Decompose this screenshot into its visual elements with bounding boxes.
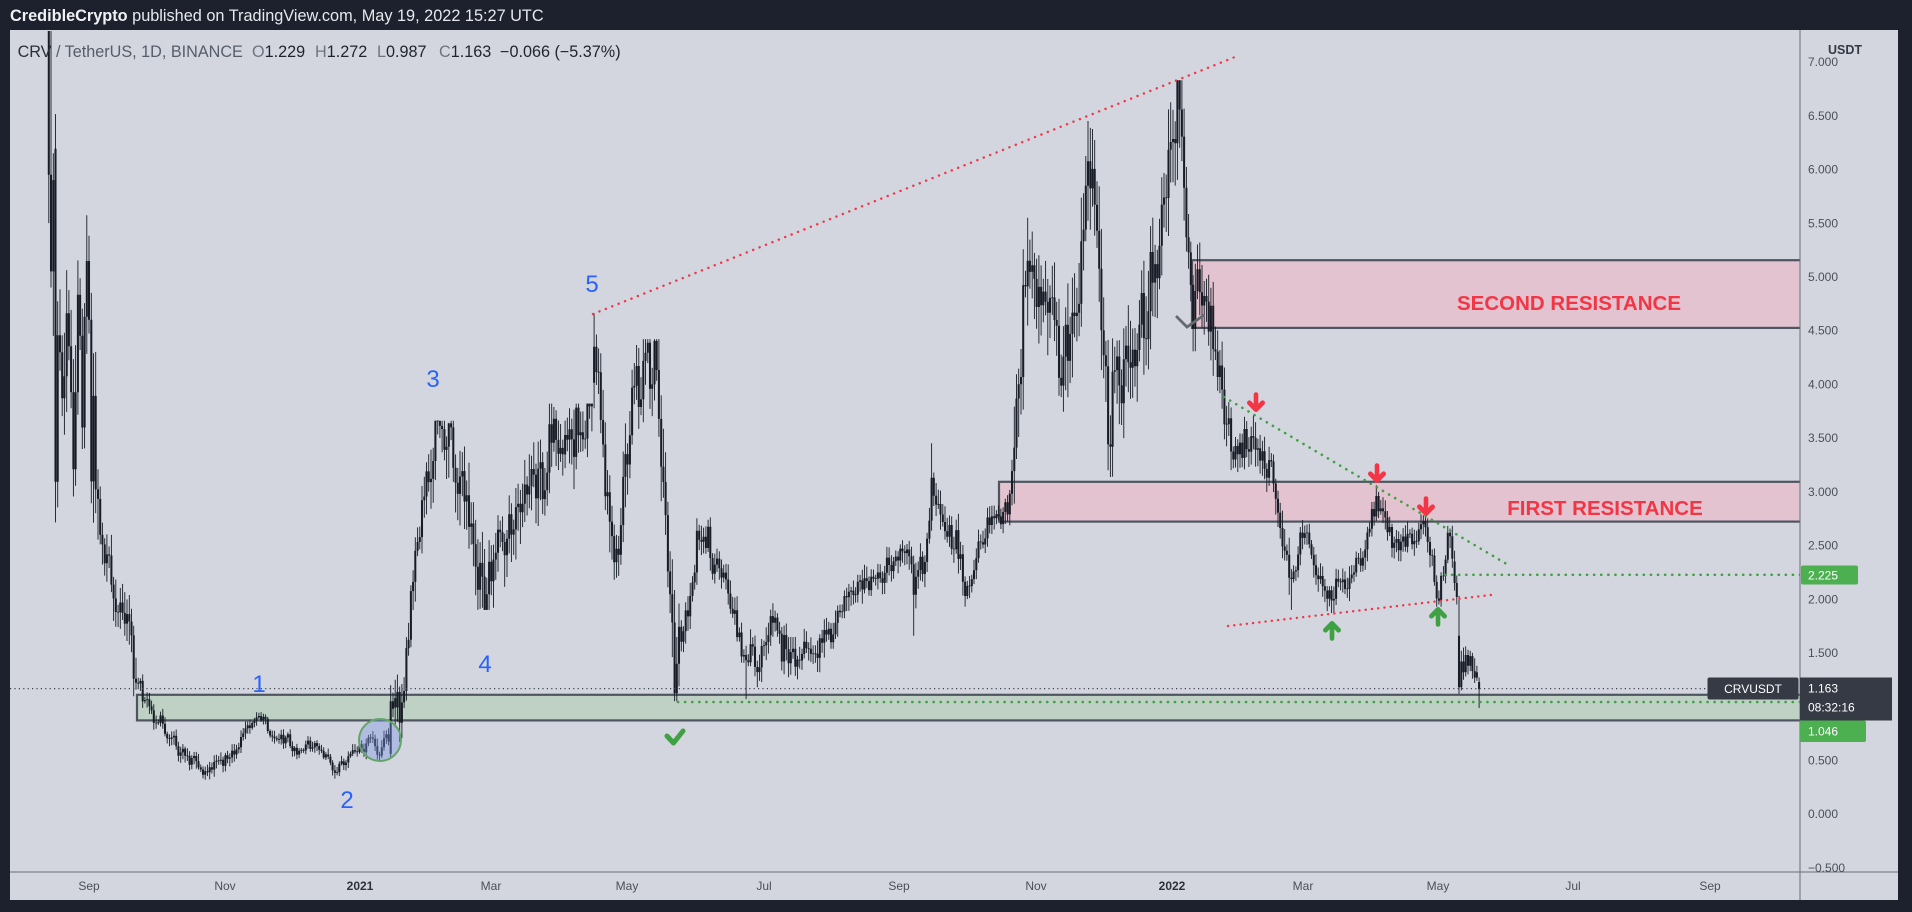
- svg-text:−0.500: −0.500: [1808, 861, 1845, 875]
- svg-text:3: 3: [426, 366, 439, 393]
- svg-text:6.500: 6.500: [1808, 109, 1838, 123]
- svg-text:0.500: 0.500: [1808, 754, 1838, 768]
- svg-text:Sep: Sep: [1699, 879, 1721, 893]
- svg-text:1: 1: [252, 671, 265, 698]
- svg-text:1.046: 1.046: [1808, 725, 1838, 739]
- svg-text:Sep: Sep: [888, 879, 910, 893]
- svg-text:Jul: Jul: [756, 879, 771, 893]
- svg-text:−0.066 (−5.37%): −0.066 (−5.37%): [500, 43, 621, 61]
- svg-text:CRV / TetherUS, 1D, BINANCE: CRV / TetherUS, 1D, BINANCE: [18, 43, 243, 61]
- svg-text:2: 2: [340, 787, 353, 814]
- svg-text:USDT: USDT: [1828, 43, 1862, 57]
- svg-text:2021: 2021: [347, 879, 374, 893]
- svg-text:5.000: 5.000: [1808, 270, 1838, 284]
- svg-text:Sep: Sep: [78, 879, 100, 893]
- svg-text:5.500: 5.500: [1808, 216, 1838, 230]
- svg-text:Nov: Nov: [214, 879, 235, 893]
- svg-text:6.000: 6.000: [1808, 163, 1838, 177]
- svg-text:FIRST RESISTANCE: FIRST RESISTANCE: [1507, 497, 1703, 520]
- svg-text:4.000: 4.000: [1808, 377, 1838, 391]
- svg-text:3.500: 3.500: [1808, 431, 1838, 445]
- svg-text:SECOND RESISTANCE: SECOND RESISTANCE: [1457, 292, 1681, 315]
- svg-text:1.163: 1.163: [1808, 682, 1838, 696]
- svg-text:CredibleCrypto published on Tr: CredibleCrypto published on TradingView.…: [10, 7, 544, 25]
- svg-text:Nov: Nov: [1025, 879, 1046, 893]
- svg-text:C1.163: C1.163: [439, 43, 491, 61]
- svg-text:0.000: 0.000: [1808, 807, 1838, 821]
- svg-text:CRVUSDT: CRVUSDT: [1724, 682, 1782, 696]
- svg-text:Mar: Mar: [481, 879, 502, 893]
- svg-text:5: 5: [585, 271, 598, 298]
- svg-text:2022: 2022: [1159, 879, 1186, 893]
- svg-text:O1.229: O1.229: [252, 43, 305, 61]
- svg-text:Jul: Jul: [1565, 879, 1580, 893]
- svg-text:2.000: 2.000: [1808, 592, 1838, 606]
- svg-text:2.500: 2.500: [1808, 539, 1838, 553]
- svg-text:4: 4: [478, 651, 491, 678]
- svg-text:08:32:16: 08:32:16: [1808, 701, 1855, 715]
- svg-text:H1.272: H1.272: [315, 43, 367, 61]
- svg-text:May: May: [1427, 879, 1450, 893]
- svg-text:Mar: Mar: [1293, 879, 1314, 893]
- svg-text:May: May: [616, 879, 639, 893]
- svg-text:3.000: 3.000: [1808, 485, 1838, 499]
- svg-text:7.000: 7.000: [1808, 55, 1838, 69]
- svg-text:L0.987: L0.987: [377, 43, 427, 61]
- svg-text:4.500: 4.500: [1808, 324, 1838, 338]
- svg-text:2.225: 2.225: [1808, 569, 1838, 583]
- svg-text:1.500: 1.500: [1808, 646, 1838, 660]
